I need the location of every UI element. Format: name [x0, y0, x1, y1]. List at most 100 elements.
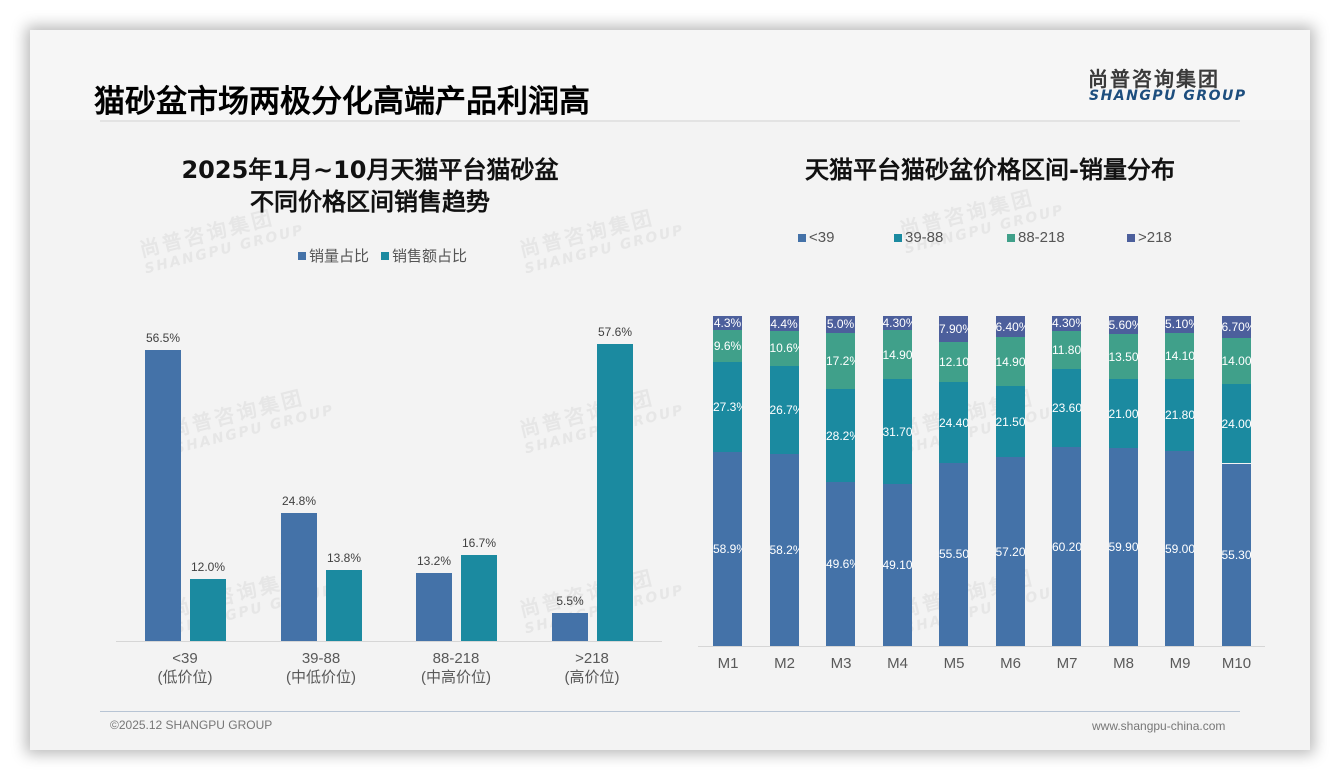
month-label: M8 [1113, 655, 1134, 672]
month-label: M1 [717, 655, 739, 672]
segment-value-label: 58.2% [769, 542, 799, 557]
segment-value-label: 4.4% [770, 316, 798, 331]
page-title: 猫砂盆市场两极分化高端产品利润高 [94, 84, 590, 120]
volume-value-label: 5.5% [556, 593, 584, 608]
category-label: >218 (高价位) [532, 649, 652, 687]
category-range: >218 [575, 650, 609, 667]
stack-segment-c39_88: 27.3% [713, 361, 742, 452]
stack-segment-lt39: 49.6% [826, 482, 855, 646]
sales-bar [190, 579, 226, 641]
sales-value-label: 16.7% [461, 535, 497, 550]
watermark-cn: 尚普咨询集团 [897, 561, 1062, 622]
segment-value-label: 5.60% [1108, 318, 1138, 333]
right-chart-x-axis [698, 646, 1265, 647]
left-chart-x-axis [116, 641, 662, 642]
stack-segment-c88_218: 14.00% [1221, 338, 1251, 385]
month-label: M3 [830, 655, 852, 672]
watermark-en: SHANGPU GROUP [142, 222, 307, 278]
segment-value-label: 26.7% [769, 402, 799, 417]
stack-segment-c39_88: 24.00% [1221, 384, 1251, 464]
left-chart-title-line1: 2025年1月~10月天猫平台猫砂盆 [181, 156, 559, 184]
stack-segment-c88_218: 17.2% [826, 332, 855, 390]
segment-value-label: 31.70% [882, 424, 912, 439]
stack-segment-lt39: 60.20% [1052, 447, 1081, 646]
stack-segment-c39_88: 21.00% [1108, 379, 1138, 449]
volume-value-label: 24.8% [281, 494, 317, 509]
segment-value-label: 4.30% [882, 316, 912, 331]
category-tier: (中高价位) [421, 669, 491, 686]
segment-value-label: 13.50% [1108, 349, 1138, 364]
stack-segment-lt39: 55.50% [939, 462, 968, 646]
stack-segment-c39_88: 31.70% [882, 379, 912, 484]
stack-segment-gt218: 5.60% [1108, 316, 1138, 335]
logo-text-cn: 尚普咨询集团 [1088, 67, 1220, 91]
stack-segment-c88_218: 14.90% [995, 337, 1025, 387]
segment-value-label: 14.90% [882, 347, 912, 362]
segment-value-label: 14.90% [995, 354, 1025, 369]
sales-bar [597, 344, 633, 641]
stack-segment-lt39: 59.90% [1108, 448, 1138, 646]
stack-segment-c88_218: 12.10% [939, 342, 968, 383]
legend-item-sales: 销售额占比 [381, 245, 467, 266]
legend-item-39-88: 39-88 [894, 229, 1007, 246]
volume-bar [416, 573, 452, 641]
month-label: M4 [887, 655, 908, 672]
stack-segment-c88_218: 11.80% [1052, 330, 1081, 370]
segment-value-label: 14.00% [1221, 354, 1251, 369]
stack-segment-c88_218: 10.6% [769, 330, 799, 366]
segment-value-label: 24.40% [939, 415, 968, 430]
category-label: 88-218 (中高价位) [396, 649, 516, 687]
segment-value-label: 21.50% [995, 414, 1025, 429]
footer-website: www.shangpu-china.com [1092, 719, 1226, 733]
legend-label-39-88: 39-88 [905, 229, 944, 246]
stack-segment-gt218: 5.0% [826, 316, 855, 333]
stack-segment-lt39: 58.9% [713, 451, 742, 646]
legend-item-88-218: 88-218 [1007, 229, 1127, 246]
month-label: M9 [1169, 655, 1191, 672]
legend-label-gt218: >218 [1138, 229, 1172, 246]
legend-swatch-lt39 [798, 233, 806, 242]
segment-value-label: 57.20% [995, 544, 1025, 559]
segment-value-label: 55.50% [939, 547, 968, 562]
segment-value-label: 49.10% [882, 557, 912, 572]
segment-value-label: 28.2% [826, 428, 855, 443]
stack-segment-gt218: 5.10% [1165, 316, 1194, 333]
watermark-en: SHANGPU GROUP [902, 402, 1067, 458]
watermark-en: SHANGPU GROUP [902, 582, 1067, 638]
legend-swatch-volume [298, 251, 306, 260]
legend-swatch-sales [381, 251, 390, 260]
segment-value-label: 23.60% [1052, 401, 1081, 416]
stack-segment-gt218: 4.3% [713, 315, 742, 330]
stack-segment-gt218: 4.30% [882, 316, 912, 331]
month-label: M10 [1221, 655, 1252, 672]
stack-segment-gt218: 4.4% [769, 316, 799, 331]
watermark-en: SHANGPU GROUP [172, 402, 337, 458]
volume-value-label: 56.5% [145, 331, 181, 346]
volume-bar [281, 513, 317, 641]
segment-value-label: 12.10% [939, 355, 968, 370]
stack-segment-c88_218: 13.50% [1108, 334, 1138, 380]
stack-segment-gt218: 7.90% [939, 316, 968, 343]
sales-bar [326, 569, 362, 641]
category-range: 88-218 [432, 650, 480, 667]
segment-value-label: 14.10% [1165, 349, 1194, 364]
slide: 猫砂盆市场两极分化高端产品利润高 尚普咨询集团 SHANGPU GROUP 尚普… [30, 30, 1310, 750]
stack-segment-gt218: 6.70% [1221, 316, 1251, 339]
stack-segment-c88_218: 14.10% [1165, 332, 1194, 380]
month-label: M7 [1056, 655, 1078, 672]
legend-label-88-218: 88-218 [1018, 229, 1065, 246]
stack-segment-lt39: 58.2% [769, 453, 799, 646]
segment-value-label: 4.3% [713, 315, 742, 330]
segment-value-label: 11.80% [1052, 342, 1081, 357]
month-label: M2 [774, 655, 795, 672]
stack-segment-c88_218: 14.90% [882, 330, 912, 380]
footer-copyright: ©2025.12 SHANGPU GROUP [110, 718, 273, 732]
category-tier: (低价位) [157, 669, 213, 686]
volume-value-label: 13.2% [416, 554, 452, 569]
watermark-cn: 尚普咨询集团 [897, 381, 1062, 442]
segment-value-label: 59.90% [1108, 540, 1138, 555]
segment-value-label: 17.2% [826, 353, 855, 368]
